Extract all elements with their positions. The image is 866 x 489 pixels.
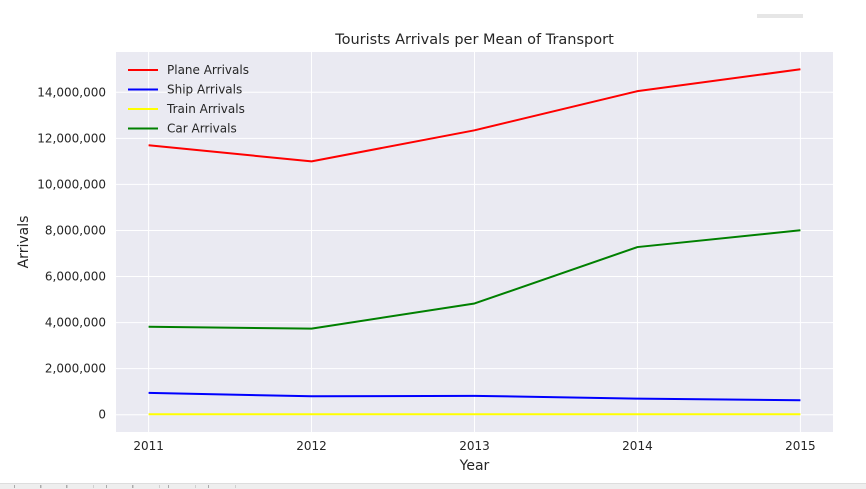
- toolbar-pan-button[interactable]: [106, 485, 134, 488]
- toolbar-forward-button[interactable]: [66, 485, 94, 488]
- x-tick-label: 2012: [296, 439, 327, 453]
- legend-entry-label: Car Arrivals: [167, 122, 237, 136]
- axis-ticks: 0 2,000,000 4,000,000 6,000,000 8,000,000 10,…: [37, 85, 815, 453]
- y-tick-label: 12,000,000: [37, 131, 106, 145]
- grid-lines: [116, 52, 833, 432]
- x-tick-label: 2013: [459, 439, 490, 453]
- x-axis-label: Year: [459, 458, 490, 474]
- y-tick-label: 10,000,000: [37, 177, 106, 191]
- y-tick-label: 0: [98, 408, 106, 422]
- y-tick-label: 8,000,000: [45, 223, 106, 237]
- toolbar-back-button[interactable]: [40, 485, 68, 488]
- legend-entry-label: Ship Arrivals: [167, 83, 242, 97]
- legend: Plane Arrivals Ship Arrivals Train Arrival…: [128, 63, 249, 136]
- toolbar-home-button[interactable]: [14, 485, 42, 488]
- y-tick-label: 14,000,000: [37, 85, 106, 99]
- x-tick-label: 2011: [133, 439, 164, 453]
- x-tick-label: 2014: [622, 439, 653, 453]
- legend-entry-label: Train Arrivals: [166, 102, 245, 116]
- legend-entry-label: Plane Arrivals: [167, 63, 249, 77]
- toolbar-save-button[interactable]: [208, 485, 236, 488]
- y-axis-label: Arrivals: [16, 216, 32, 269]
- y-tick-label: 2,000,000: [45, 362, 106, 376]
- series-line-plane-arrivals: [148, 68, 801, 163]
- toolbar-configure-button[interactable]: [168, 485, 196, 488]
- chart-title: Tourists Arrivals per Mean of Transport: [334, 32, 614, 48]
- window-top-marker: [757, 14, 803, 18]
- series-line-car-arrivals: [148, 229, 801, 330]
- toolbar-strip: [0, 483, 866, 489]
- series-line-ship-arrivals: [148, 391, 801, 402]
- toolbar-zoom-button[interactable]: [132, 485, 160, 488]
- y-tick-label: 4,000,000: [45, 316, 106, 330]
- y-tick-label: 6,000,000: [45, 270, 106, 284]
- series-lines: [148, 68, 801, 416]
- x-tick-label: 2015: [785, 439, 816, 453]
